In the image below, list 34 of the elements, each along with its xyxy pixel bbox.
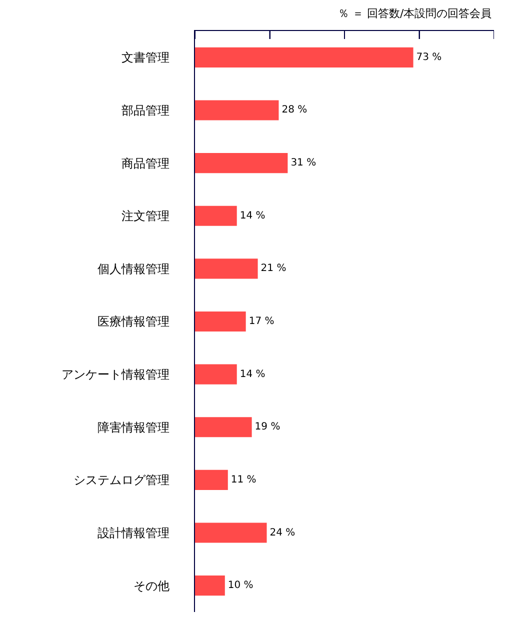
text: ％ ＝ 回答数/本設問の回答会員 <box>338 7 492 20</box>
y-tick-label: 障害情報管理 <box>98 420 170 434</box>
bar <box>195 153 288 174</box>
bar <box>195 364 237 384</box>
bar <box>195 470 228 490</box>
data-label: 28 % <box>282 104 308 116</box>
bar <box>195 206 237 226</box>
bar <box>195 258 258 279</box>
bar <box>195 100 279 120</box>
data-label: 21 % <box>260 263 286 274</box>
y-tick-label: 商品管理 <box>122 156 170 170</box>
data-label: 11 % <box>230 474 256 486</box>
y-tick-label: 注文管理 <box>122 209 170 224</box>
y-tick-label: 個人情報管理 <box>98 262 170 276</box>
data-label: 14 % <box>240 368 266 380</box>
y-tick-label: アンケート情報管理 <box>62 368 170 382</box>
data-label: 17 % <box>248 316 274 327</box>
y-tick-label: 部品管理 <box>122 103 170 118</box>
data-label: 73 % <box>416 52 442 63</box>
data-label: 24 % <box>270 527 296 538</box>
data-label: 10 % <box>228 580 254 592</box>
y-tick-label: 文書管理 <box>122 50 170 65</box>
data-label: 14 % <box>240 210 266 222</box>
bar <box>195 311 246 332</box>
y-tick-label: 医療情報管理 <box>98 314 170 329</box>
y-tick-label: その他 <box>134 578 170 593</box>
bar <box>195 522 267 543</box>
bar <box>195 417 252 438</box>
y-tick-label: システムログ管理 <box>74 473 170 488</box>
bar <box>195 47 414 68</box>
data-label: 31 % <box>290 158 316 169</box>
data-label: 19 % <box>254 422 280 433</box>
y-tick-label: 設計情報管理 <box>98 526 170 540</box>
bar <box>195 576 225 596</box>
